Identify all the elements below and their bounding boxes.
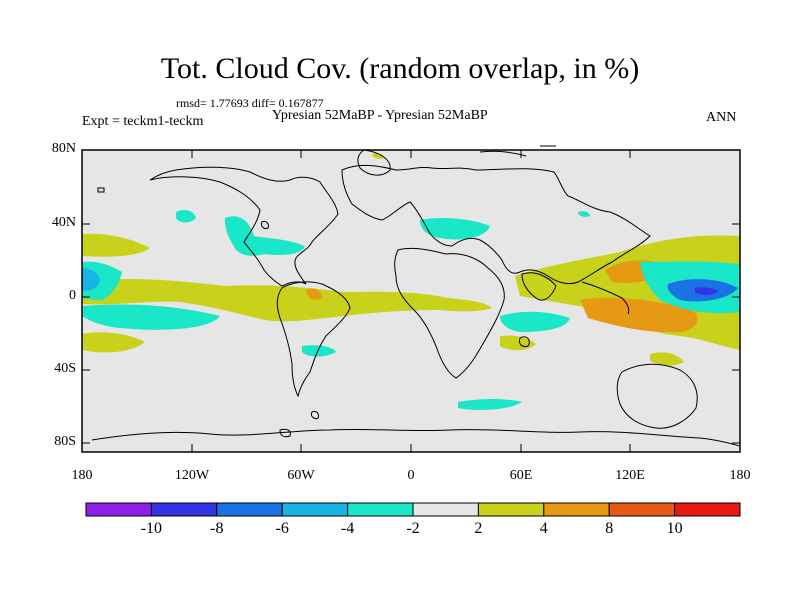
anomaly-region xyxy=(302,345,336,357)
lat-label-40s: 40S xyxy=(54,361,76,376)
lon-ticks xyxy=(81,150,631,452)
anomaly-region xyxy=(224,216,305,256)
coastline-greenland xyxy=(357,149,391,176)
lon-label-120w: 120W xyxy=(174,468,210,483)
lat-label-80s: 80S xyxy=(54,434,76,449)
anomaly-region xyxy=(580,297,698,333)
coastline-africa xyxy=(394,247,505,379)
colorbar-swatch xyxy=(674,502,741,517)
anomaly-region xyxy=(82,304,220,330)
colorbar-label: -10 xyxy=(140,520,163,537)
coastlines xyxy=(91,145,741,447)
colorbar xyxy=(85,502,741,517)
anomaly-region xyxy=(500,311,570,332)
lon-label-60e: 60E xyxy=(509,468,533,483)
colorbar-swatch xyxy=(85,502,152,517)
colorbar-swatch xyxy=(150,502,218,517)
coastline-eurasia xyxy=(341,164,651,285)
season-label: ANN xyxy=(706,110,737,125)
anomaly-region xyxy=(82,279,492,322)
colorbar-swatch xyxy=(543,502,610,517)
colorbar-swatch xyxy=(281,502,349,517)
lon-label-0: 0 xyxy=(407,468,415,483)
anomaly-region xyxy=(420,218,490,240)
coastline-asia-southeast xyxy=(581,281,630,315)
coastline-island xyxy=(261,221,269,229)
coastline-antarctica xyxy=(91,428,741,447)
colorbar-label: -6 xyxy=(275,520,289,537)
anomaly-region xyxy=(306,288,322,300)
anomaly-region xyxy=(82,268,100,291)
coastline-australia xyxy=(616,363,698,429)
colorbar-label: -4 xyxy=(340,520,355,537)
experiment-label: Expt = teckm1-teckm xyxy=(82,114,204,129)
lat-label-40n: 40N xyxy=(51,215,76,230)
anomaly-region xyxy=(578,211,590,217)
map-subtitle: Ypresian 52MaBP - Ypresian 52MaBP xyxy=(272,108,488,123)
map-title: Tot. Cloud Cov. (random overlap, in %) xyxy=(160,52,640,85)
anomaly-region xyxy=(82,332,145,353)
coastline-island xyxy=(279,428,291,438)
lon-label-60w: 60W xyxy=(287,468,315,483)
anomaly-region xyxy=(458,399,522,410)
coastline-island xyxy=(97,187,105,193)
lon-label-180w: 180 xyxy=(71,468,93,483)
anomaly-region xyxy=(372,153,384,159)
coastline-island xyxy=(311,411,319,419)
colorbar-label: 4 xyxy=(539,520,548,537)
coastline-south-america xyxy=(276,281,351,398)
lat-label-0: 0 xyxy=(69,288,76,303)
anomaly-region xyxy=(176,210,196,223)
colorbar-label: 2 xyxy=(474,520,483,537)
anomaly-region xyxy=(82,233,150,257)
coastline-india xyxy=(521,272,557,301)
anomaly-region xyxy=(695,287,718,295)
coastline-north-america xyxy=(149,166,339,287)
colorbar-swatch xyxy=(347,502,414,517)
colorbar-label: -2 xyxy=(406,520,420,537)
colorbar-swatch xyxy=(412,502,479,517)
anomaly-region xyxy=(650,352,684,366)
lon-label-120e: 120E xyxy=(615,468,645,483)
coastline-arctic xyxy=(479,150,527,157)
anomaly-fills xyxy=(82,153,740,410)
lat-label-80n: 80N xyxy=(51,141,76,156)
colorbar-label: 10 xyxy=(666,520,683,537)
colorbar-swatch xyxy=(608,502,676,517)
coastline-island xyxy=(519,336,530,347)
colorbar-label: 8 xyxy=(605,520,614,537)
lat-ticks xyxy=(82,149,740,444)
lon-label-180e: 180 xyxy=(729,468,751,483)
colorbar-swatch xyxy=(477,502,545,517)
colorbar-label: -8 xyxy=(210,520,224,537)
colorbar-swatch xyxy=(216,502,283,517)
stats-text: rmsd= 1.77693 diff= 0.167877 xyxy=(176,96,324,110)
